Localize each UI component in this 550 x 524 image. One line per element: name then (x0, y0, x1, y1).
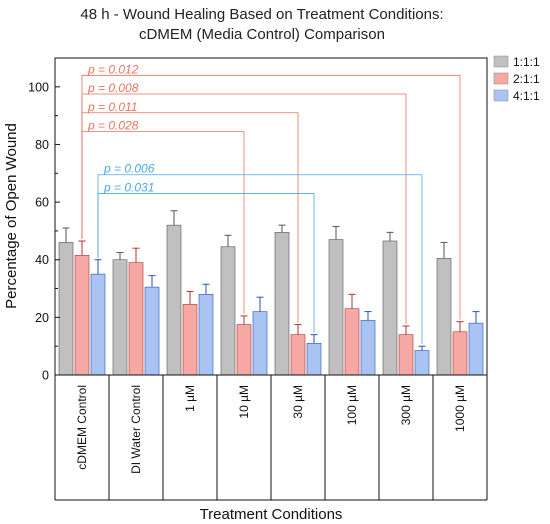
category-label-2: DI Water Control (129, 385, 143, 474)
bracket-4 (81, 131, 245, 314)
category-table: cDMEM Control DI Water Control 1 µM 10 µM 30… (54, 375, 488, 501)
category-label-1: cDMEM Control (75, 385, 89, 470)
bar-2-5 (290, 334, 306, 376)
bar-3-5 (306, 342, 322, 376)
bar-3-8 (468, 322, 484, 376)
legend-label-1: 1:1:1 (513, 55, 540, 69)
p-value-label-1: p = 0.012 (87, 62, 139, 76)
category-label-8: 1000 µM (453, 385, 467, 432)
bar-3-6 (360, 319, 376, 376)
bar-2-4 (236, 324, 252, 376)
bar-1-7 (382, 240, 398, 376)
bar-1-5 (274, 232, 290, 376)
y-axis: 0 20 40 60 80 100 (28, 80, 60, 383)
bar-3-7 (414, 350, 430, 376)
chart-title-line-1: 48 h - Wound Healing Based on Treatment … (80, 6, 443, 23)
bar-1-2 (112, 259, 128, 376)
bar-1-4 (220, 246, 236, 376)
bar-2-2 (128, 262, 144, 376)
bar-2-1 (74, 255, 90, 376)
bar-1-1 (58, 242, 74, 376)
bracket-6 (97, 193, 315, 333)
bar-3-4 (252, 311, 268, 376)
category-label-5: 30 µM (291, 385, 305, 419)
p-value-label-6: p = 0.031 (103, 180, 154, 194)
p-value-label-5: p = 0.006 (103, 162, 155, 176)
p-value-label-2: p = 0.008 (87, 81, 139, 95)
legend-swatch-2 (493, 72, 509, 85)
category-label-6: 100 µM (345, 385, 359, 425)
bars (58, 210, 484, 376)
bar-2-7 (398, 334, 414, 376)
x-axis-label: Treatment Conditions (200, 506, 343, 523)
legend-swatch-1 (493, 55, 509, 68)
p-value-label-3: p = 0.011 (87, 100, 138, 114)
y-axis-label: Percentage of Open Wound (3, 123, 20, 309)
y-tick-label-6: 100 (28, 80, 49, 94)
y-tick-label-2: 20 (35, 311, 49, 325)
bar-3-3 (198, 294, 214, 376)
bar-2-6 (344, 308, 360, 376)
bar-2-8 (452, 331, 468, 376)
category-label-7: 300 µM (399, 385, 413, 425)
bar-1-6 (328, 239, 344, 376)
bar-1-3 (166, 224, 182, 376)
y-tick-label-3: 40 (35, 253, 49, 267)
p-value-label-4: p = 0.028 (87, 118, 139, 132)
bar-1-8 (436, 257, 452, 376)
legend-label-3: 4:1:1 (513, 89, 540, 103)
significance-brackets: p = 0.012 p = 0.008 p = 0.011 p = 0.028 p = … (81, 62, 461, 345)
bar-3-1 (90, 273, 106, 376)
legend-label-2: 2:1:1 (513, 72, 540, 86)
bar-3-2 (144, 286, 160, 376)
y-tick-label-4: 60 (35, 196, 49, 210)
legend: 1:1:1 2:1:1 4:1:1 (493, 55, 540, 103)
bar-2-3 (182, 304, 198, 376)
chart-title-line-2: cDMEM (Media Control) Comparison (139, 26, 385, 43)
legend-swatch-3 (493, 89, 509, 102)
category-label-3: 1 µM (183, 385, 197, 412)
y-tick-label-1: 0 (42, 369, 49, 383)
category-label-4: 10 µM (237, 385, 251, 419)
y-tick-label-5: 80 (35, 138, 49, 152)
